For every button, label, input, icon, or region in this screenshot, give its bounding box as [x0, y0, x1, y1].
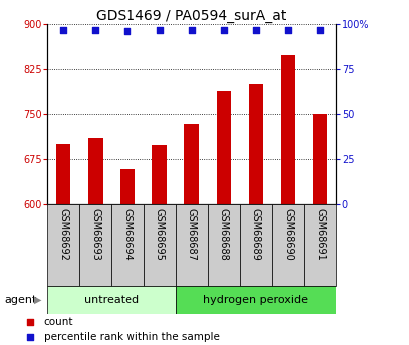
Bar — [56, 144, 70, 204]
Bar — [303, 204, 335, 286]
Point — [156, 27, 162, 32]
Point — [92, 27, 99, 32]
Point — [220, 27, 227, 32]
Bar — [216, 91, 230, 204]
Text: GSM68687: GSM68687 — [186, 208, 196, 260]
Bar — [175, 204, 207, 286]
Text: ▶: ▶ — [34, 295, 41, 305]
Text: untreated: untreated — [83, 295, 139, 305]
Text: percentile rank within the sample: percentile rank within the sample — [44, 332, 219, 342]
Text: count: count — [44, 317, 73, 327]
Bar — [280, 55, 294, 204]
Text: GSM68690: GSM68690 — [282, 208, 292, 260]
Point — [124, 29, 130, 34]
Text: GSM68688: GSM68688 — [218, 208, 228, 260]
Bar — [143, 204, 175, 286]
Text: GSM68692: GSM68692 — [58, 208, 68, 260]
Bar — [207, 204, 239, 286]
Bar — [79, 204, 111, 286]
Bar — [111, 204, 143, 286]
Point — [284, 27, 290, 32]
Bar — [184, 124, 198, 204]
Bar — [248, 84, 263, 204]
Point — [27, 319, 33, 325]
Point — [252, 27, 258, 32]
Point — [27, 334, 33, 339]
Text: GSM68694: GSM68694 — [122, 208, 132, 260]
Bar — [271, 204, 303, 286]
Bar — [47, 286, 175, 314]
Bar — [88, 138, 102, 204]
Point — [316, 27, 323, 32]
Bar — [239, 204, 271, 286]
Point — [60, 27, 66, 32]
Text: agent: agent — [4, 295, 36, 305]
Text: GSM68689: GSM68689 — [250, 208, 260, 260]
Bar — [152, 145, 166, 204]
Bar — [120, 169, 134, 204]
Title: GDS1469 / PA0594_surA_at: GDS1469 / PA0594_surA_at — [96, 9, 286, 23]
Text: GSM68693: GSM68693 — [90, 208, 100, 260]
Bar — [312, 114, 326, 204]
Text: GSM68695: GSM68695 — [154, 208, 164, 260]
Text: hydrogen peroxide: hydrogen peroxide — [203, 295, 308, 305]
Bar — [47, 204, 79, 286]
Point — [188, 27, 195, 32]
Text: GSM68691: GSM68691 — [315, 208, 324, 260]
Bar — [175, 286, 335, 314]
